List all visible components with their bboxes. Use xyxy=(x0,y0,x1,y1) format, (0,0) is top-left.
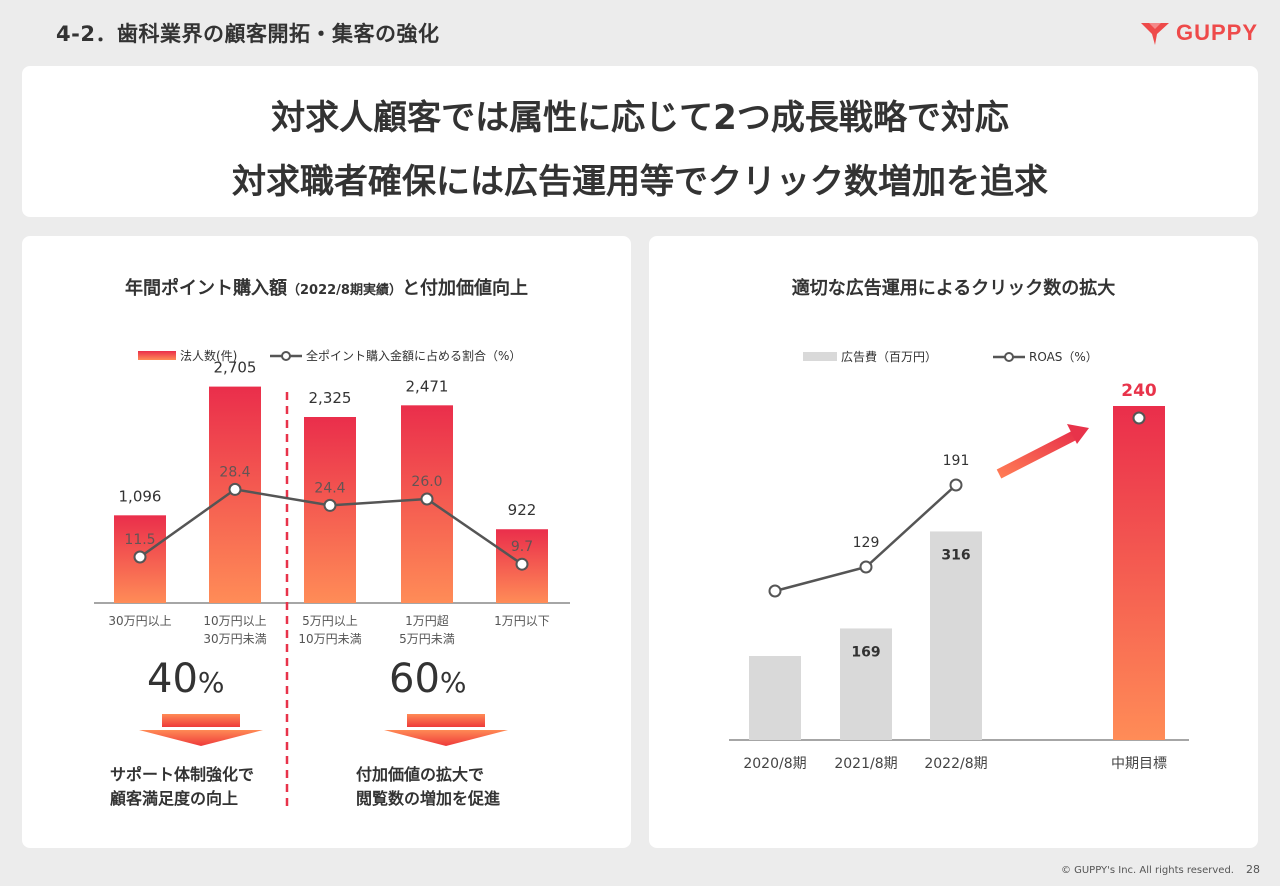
legend-line-marker xyxy=(281,351,291,361)
line-value-label-0: 11.5 xyxy=(124,532,155,548)
copyright: © GUPPY's Inc. All rights reserved. xyxy=(1060,865,1234,876)
line-point-4 xyxy=(515,557,529,571)
x-tick-label-1-1: 30万円未満 xyxy=(203,632,266,646)
footer: © GUPPY's Inc. All rights reserved. 28 xyxy=(1061,863,1260,876)
group1-pct-unit: % xyxy=(197,666,225,699)
line-point-3 xyxy=(1132,411,1146,425)
group2-caption-line1: 付加価値の拡大で xyxy=(356,765,485,784)
legend-bar-label: 法人数(件) xyxy=(180,348,237,363)
line-value-label-2: 24.4 xyxy=(314,480,345,496)
x-tick-label-3-1: 5万円未満 xyxy=(399,632,455,646)
left-chart: 法人数(件) 全ポイント購入金額に占める割合（%） 1,096 30万円以上 2,7… xyxy=(94,348,570,808)
bar-value-label-0: 1,096 xyxy=(119,487,162,505)
group2-pct-value: 60 xyxy=(389,656,440,702)
x-tick-label-3-0: 1万円超 xyxy=(405,613,449,628)
arrow-down-group1 xyxy=(139,714,263,746)
legend-bar-label: 広告費（百万円） xyxy=(841,349,937,364)
line-point-0 xyxy=(768,584,782,598)
x-tick-label-3: 中期目標 xyxy=(1111,756,1167,772)
left-panel: 年間ポイント購入額（2022/8期実績）と付加価値向上 法人数(件) 全ポイント… xyxy=(22,236,631,848)
line-point-2 xyxy=(323,498,337,512)
x-tick-label-1: 2021/8期 xyxy=(834,756,897,772)
line-value-label-4: 9.7 xyxy=(511,539,533,555)
right-panel: 適切な広告運用によるクリック数の拡大 広告費（百万円） ROAS（%） 2020… xyxy=(649,236,1258,848)
headline-line-1: 対求人顧客では属性に応じて2つ成長戦略で対応 xyxy=(271,98,1009,138)
line-point-1 xyxy=(859,560,873,574)
group1-caption-line2: 顧客満足度の向上 xyxy=(110,789,239,808)
right-chart: 広告費（百万円） ROAS（%） 2020/8期 169 2021/8期 316 202… xyxy=(729,349,1189,772)
bar-value-label-3: 2,471 xyxy=(406,377,449,395)
x-tick-label-2-1: 10万円未満 xyxy=(298,632,361,646)
bar-3 xyxy=(1113,406,1165,740)
line-point-3 xyxy=(420,492,434,506)
group2-caption: 付加価値の拡大で 閲覧数の増加を促進 xyxy=(356,763,500,811)
bar-value-label-2: 2,325 xyxy=(309,389,352,407)
line-value-label-3: 26.0 xyxy=(411,474,442,490)
left-title-tail: と付加価値向上 xyxy=(401,278,528,299)
right-panel-title: 適切な広告運用によるクリック数の拡大 xyxy=(791,278,1116,299)
bar-value-label-2: 316 xyxy=(941,547,970,563)
x-tick-label-2: 2022/8期 xyxy=(924,756,987,772)
guppy-logo-icon xyxy=(1140,23,1169,45)
group2-caption-line2: 閲覧数の増加を促進 xyxy=(356,789,501,808)
bar-0 xyxy=(749,656,801,740)
group1-pct-value: 40 xyxy=(147,656,198,702)
left-panel-title: 年間ポイント購入額（2022/8期実績）と付加価値向上 xyxy=(22,274,631,300)
legend-bar-swatch xyxy=(803,352,837,361)
bar-value-label-4: 922 xyxy=(508,501,537,519)
legend-line-marker xyxy=(1004,352,1014,362)
group2-percentage: 60% xyxy=(389,656,467,702)
group1-caption: サポート体制強化で 顧客満足度の向上 xyxy=(110,763,254,811)
line-point-2 xyxy=(949,478,963,492)
growth-arrow-icon xyxy=(996,424,1089,479)
bar-value-label-1: 169 xyxy=(851,644,880,660)
page-number: 28 xyxy=(1246,863,1260,876)
group1-percentage: 40% xyxy=(147,656,225,702)
legend-line-label: 全ポイント購入金額に占める割合（%） xyxy=(306,348,521,363)
legend-bar-swatch xyxy=(138,351,176,360)
line-point-0 xyxy=(133,550,147,564)
x-tick-label-4-0: 1万円以下 xyxy=(494,614,550,628)
line-value-label-1: 28.4 xyxy=(219,464,250,480)
x-tick-label-0-0: 30万円以上 xyxy=(108,614,171,628)
headline-card xyxy=(22,66,1258,217)
bar-value-label-1: 2,705 xyxy=(214,359,257,377)
x-tick-label-2-0: 5万円以上 xyxy=(302,614,358,628)
line-point-1 xyxy=(228,482,242,496)
bar-1 xyxy=(840,628,892,740)
legend-line-label: ROAS（%） xyxy=(1029,350,1098,364)
logo: GUPPY xyxy=(1140,20,1258,46)
line-value-label-2: 191 xyxy=(943,453,970,469)
section-title: 4-2．歯科業界の顧客開拓・集客の強化 xyxy=(56,22,440,46)
line-value-label-1: 129 xyxy=(853,535,880,551)
group1-caption-line1: サポート体制強化で xyxy=(110,765,255,784)
arrow-down-group2 xyxy=(384,714,508,746)
left-title-small: （2022/8期実績） xyxy=(287,283,402,298)
headline-line-2: 対求職者確保には広告運用等でクリック数増加を追求 xyxy=(232,162,1048,202)
x-tick-label-1-0: 10万円以上 xyxy=(203,614,266,628)
group2-pct-unit: % xyxy=(439,666,467,699)
logo-text: GUPPY xyxy=(1175,20,1258,45)
target-value-label: 240 xyxy=(1121,381,1157,401)
x-tick-label-0: 2020/8期 xyxy=(743,756,806,772)
bar-2 xyxy=(930,531,982,740)
left-title-main: 年間ポイント購入額 xyxy=(125,278,287,299)
